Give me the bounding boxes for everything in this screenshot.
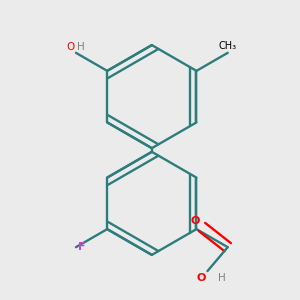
Text: CH₃: CH₃ xyxy=(219,41,237,51)
Text: O: O xyxy=(197,273,206,283)
Text: O: O xyxy=(191,216,200,226)
Text: H: H xyxy=(218,273,226,283)
Text: F: F xyxy=(78,242,85,252)
Text: O: O xyxy=(67,42,75,52)
Text: H: H xyxy=(77,42,85,52)
